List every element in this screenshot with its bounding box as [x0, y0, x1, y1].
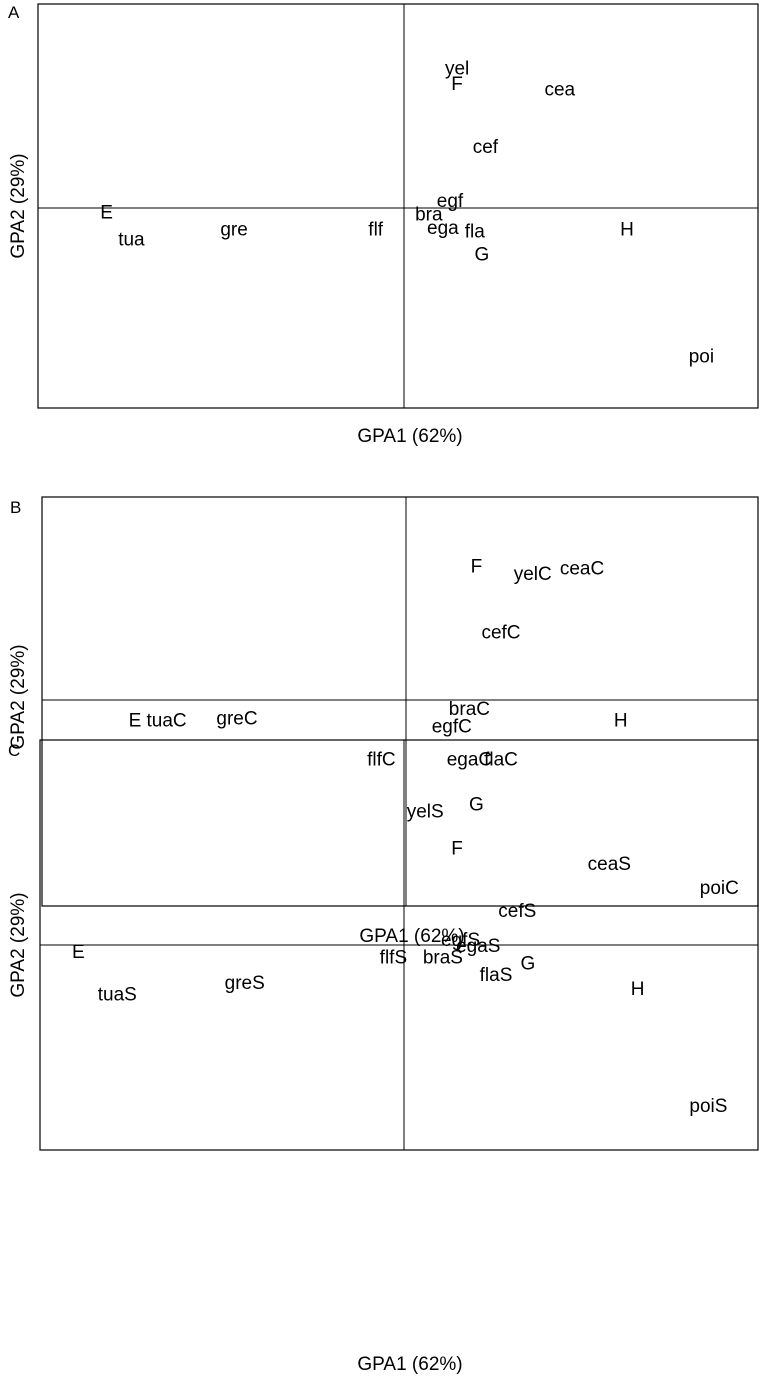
panel-b-frame [41, 496, 759, 907]
panel-b-point-label: egaC [447, 750, 492, 771]
panel-c-point-label: tuaS [98, 985, 137, 1006]
panel-a-point-label: poi [689, 346, 714, 367]
panel-c-point-label: H [631, 979, 645, 1000]
panel-c-point-label: cefS [498, 901, 536, 922]
panel-b-point-label: H [614, 711, 628, 732]
panel-a-point-label: cef [473, 137, 499, 158]
panel-b-point-label: tuaC [147, 711, 187, 732]
panel-a-point-label: F [451, 74, 463, 95]
panel-c-point-label: G [521, 954, 536, 975]
panel-a-point-label: H [620, 220, 634, 241]
panel-c-x-axis-title: GPA1 (62%) [357, 1354, 462, 1375]
panel-a-point-label: yel [445, 58, 469, 79]
panel-c-point-label: braS [423, 948, 463, 969]
panel-b-x-axis-title: GPA1 (62%) [359, 926, 464, 947]
panel-c-point-label: egfS [441, 930, 480, 951]
panel-b-point-label: ceaC [560, 558, 604, 579]
panel-b-point-label: yelC [514, 564, 552, 585]
panel-a-point-label: cea [544, 80, 575, 101]
panel-a-point-label: bra [415, 204, 443, 225]
panel-c-y-axis-title: GPA2 (29%) [8, 892, 29, 997]
panel-c-letter: C [8, 741, 20, 760]
panel-b-point-label: egfC [432, 716, 472, 737]
panel-a-point-label: egf [437, 191, 464, 212]
panel-b-letter: B [10, 498, 21, 517]
panel-c-point-label: flfS [380, 948, 407, 969]
panel-a-point-label: G [475, 245, 490, 266]
panel-b-point-label: flfC [367, 750, 396, 771]
panel-b-point-label: cefC [481, 623, 520, 644]
panel-b-y-axis-title: GPA2 (29%) [8, 644, 29, 749]
panel-a-y-axis-title: GPA2 (29%) [8, 153, 29, 258]
panel-c-point-label: ceaS [588, 854, 631, 875]
panel-a-point-label: fla [465, 222, 486, 243]
panel-c-point-label: F [451, 839, 463, 860]
panel-c-point-label: E [72, 942, 85, 963]
panel-a-point-label: gre [220, 220, 247, 241]
panel-c-point-label: poiS [689, 1096, 727, 1117]
panel-a-point-label: flf [368, 220, 384, 241]
panel-b-point-label: braC [449, 699, 490, 720]
panel-a-point-label: E [100, 202, 113, 223]
panel-a-frame [37, 3, 759, 409]
panel-a-x-axis-title: GPA1 (62%) [357, 426, 462, 447]
panel-a-point-label: tua [118, 229, 145, 250]
panel-a-letter: A [8, 3, 20, 22]
panel-b-point-label: greC [216, 709, 257, 730]
panel-b-point-label: G [469, 794, 484, 815]
panel-c-point-label: flaS [480, 965, 513, 986]
panel-b-point-label: flaC [484, 750, 518, 771]
panel-a-point-label: ega [427, 218, 459, 239]
panel-c-point-label: egaS [456, 936, 500, 957]
panel-b-point-label: poiC [700, 878, 739, 899]
panel-b-point-label: E [129, 711, 142, 732]
panel-c-point-label: yelS [407, 801, 444, 822]
panel-c-point-label: greS [225, 973, 265, 994]
panel-b-point-label: F [471, 556, 483, 577]
